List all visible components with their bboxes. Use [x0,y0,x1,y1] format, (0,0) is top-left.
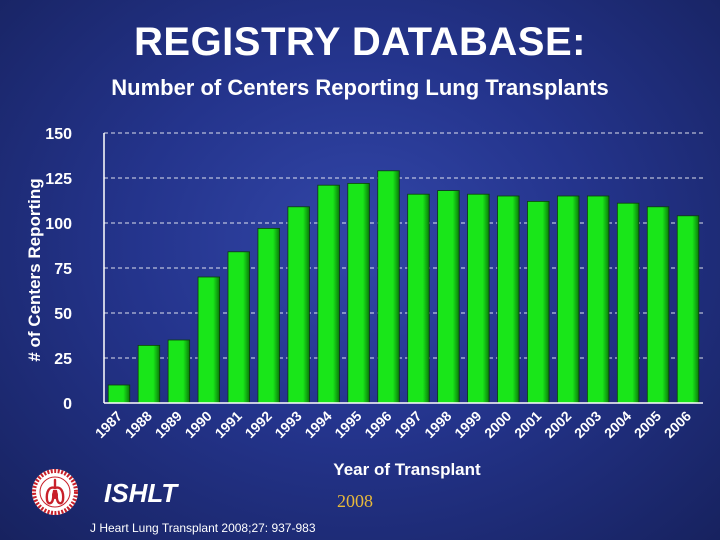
x-axis-label: Year of Transplant [333,460,481,479]
y-tick-label: 125 [45,171,72,188]
gridlines [104,132,703,359]
bar-1992 [257,227,280,404]
bar-1994 [317,184,340,404]
x-tick-label: 1997 [391,408,424,441]
bar-2001 [527,200,550,404]
x-tick-label: 1988 [122,408,155,441]
bar-2000 [497,195,520,404]
x-tick-label: 1991 [212,408,245,441]
x-tick-label: 2002 [541,408,574,441]
bar-1988 [137,344,161,404]
y-tick-label: 50 [54,306,72,323]
bar-1990 [197,276,221,404]
x-tick-label: 1999 [451,408,484,441]
bar-2004 [616,202,640,404]
x-tick-label: 2003 [571,408,604,441]
x-tick-label: 2000 [481,408,514,441]
x-tick-label: 2005 [631,408,664,441]
x-tick-label: 1987 [92,408,125,441]
bars [107,170,700,404]
ishlt-seal-icon [32,469,78,515]
x-tick-label: 1993 [271,408,304,441]
x-tick-label: 1998 [421,408,454,441]
y-axis-label: # of Centers Reporting [25,178,44,361]
bar-1991 [227,251,250,404]
bar-1999 [467,193,490,404]
x-tick-label: 1990 [182,408,215,441]
bar-1993 [287,206,310,404]
bar-1998 [437,190,460,404]
x-tick-label: 1992 [242,408,275,441]
bar-2002 [557,195,580,404]
bar-1987 [107,384,131,404]
x-tick-label: 2006 [661,408,694,441]
y-tick-labels: 0 25 50 75 100 125 150 [45,126,72,413]
chart-subtitle: Number of Centers Reporting Lung Transpl… [111,75,609,100]
bar-1996 [377,170,400,404]
y-tick-label: 150 [45,126,72,143]
x-tick-label: 2004 [601,408,634,441]
bar-1997 [407,193,430,404]
x-tick-label: 1994 [301,408,334,441]
slide-title: REGISTRY DATABASE: [134,20,586,64]
y-tick-label: 100 [45,216,72,233]
bar-2003 [586,195,610,404]
bar-2005 [646,206,670,404]
org-name: ISHLT [104,478,178,508]
x-tick-label: 1995 [331,408,364,441]
x-tick-label: 1989 [152,408,185,441]
citation: J Heart Lung Transplant 2008;27: 937-983 [90,521,316,535]
x-tick-label: 1996 [361,408,394,441]
publication-year: 2008 [337,491,373,511]
x-tick-labels: 1987198819891990199119921993199419951996… [92,408,695,441]
x-tick-label: 2001 [511,408,544,441]
bar-1989 [167,339,191,404]
y-tick-label: 0 [63,396,72,413]
bar-1995 [347,182,370,404]
y-tick-label: 25 [54,351,72,368]
bar-2006 [676,215,700,404]
axes [103,133,703,404]
y-tick-label: 75 [54,261,72,278]
